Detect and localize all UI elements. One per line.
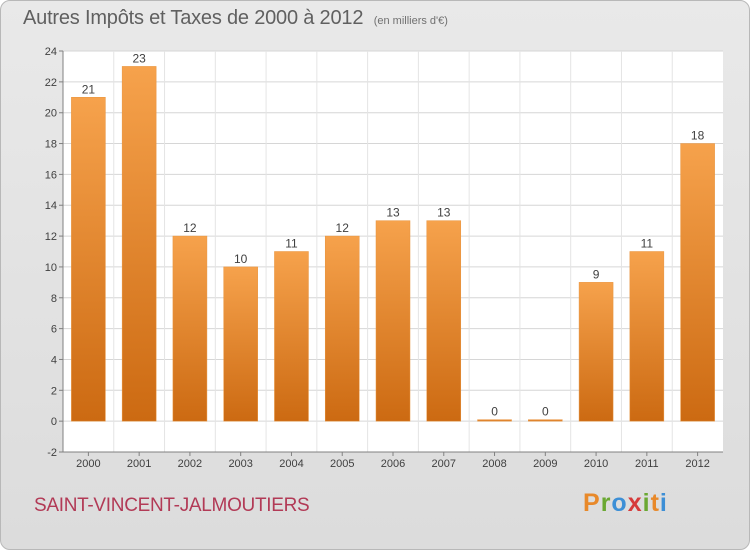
bar: [629, 251, 665, 422]
y-tick-label: 12: [45, 231, 57, 243]
y-tick-label: 8: [51, 293, 57, 305]
commune-name: SAINT-VINCENT-JALMOUTIERS: [34, 495, 310, 516]
x-tick-label: 2012: [685, 458, 709, 470]
y-tick-label: 22: [45, 77, 57, 89]
logo-letter: o: [611, 489, 628, 517]
bar: [274, 251, 309, 422]
bar: [121, 66, 157, 422]
data-label: 13: [386, 206, 400, 220]
y-tick-label: -2: [47, 447, 57, 459]
x-tick-label: 2003: [228, 458, 252, 470]
logo-letter: i: [642, 489, 651, 517]
bar: [426, 220, 462, 422]
data-label: 23: [132, 51, 146, 65]
x-tick-label: 2006: [381, 458, 405, 470]
x-tick-label: 2011: [635, 458, 659, 470]
x-tick-label: 2002: [178, 458, 202, 470]
data-label: 18: [691, 129, 705, 143]
bar: [680, 143, 715, 422]
data-label: 12: [336, 221, 350, 235]
bar: [172, 235, 208, 422]
data-label: 10: [234, 252, 248, 266]
y-tick-label: 18: [45, 139, 57, 151]
y-tick-label: 24: [45, 46, 57, 58]
data-label: 12: [183, 221, 197, 235]
x-tick-label: 2004: [279, 458, 303, 470]
x-tick-label: 2000: [76, 458, 100, 470]
bar: [223, 266, 258, 422]
logo-letter: r: [600, 489, 612, 517]
y-tick-label: 20: [45, 108, 57, 120]
data-label: 0: [491, 405, 498, 419]
y-tick-label: 6: [51, 324, 57, 336]
logo-letter: t: [650, 489, 660, 517]
x-tick-label: 2005: [330, 458, 354, 470]
bar: [71, 97, 106, 422]
y-tick-label: 10: [45, 262, 57, 274]
data-label: 9: [593, 267, 600, 281]
title-text: Autres Impôts et Taxes de 2000 à 2012: [23, 7, 364, 29]
x-tick-label: 2009: [533, 458, 557, 470]
subtitle-text: (en milliers d'€): [373, 15, 448, 27]
y-tick-label: 0: [51, 416, 57, 428]
data-label: 11: [641, 237, 654, 251]
x-tick-label: 2001: [127, 458, 151, 470]
data-label: 0: [542, 405, 549, 419]
x-tick-label: 2008: [482, 458, 506, 470]
bar: [375, 220, 411, 422]
x-tick-label: 2010: [584, 458, 608, 470]
logo-letter: i: [659, 489, 668, 517]
chart-title: Autres Impôts et Taxes de 2000 à 2012 (e…: [23, 7, 448, 30]
data-label: 21: [82, 82, 96, 96]
logo-letter: P: [583, 489, 601, 517]
bar: [477, 419, 512, 422]
logo-letter: x: [627, 489, 643, 517]
y-tick-label: 4: [51, 354, 57, 366]
data-label: 11: [285, 237, 298, 251]
bar: [324, 235, 360, 422]
bar: [578, 282, 614, 422]
y-tick-label: 16: [45, 169, 57, 181]
bar: [528, 419, 563, 422]
x-tick-label: 2007: [432, 458, 456, 470]
proxiti-logo: Proxiti: [583, 489, 668, 518]
data-label: 13: [437, 206, 451, 220]
y-tick-label: 2: [51, 385, 57, 397]
y-tick-label: 14: [45, 200, 57, 212]
